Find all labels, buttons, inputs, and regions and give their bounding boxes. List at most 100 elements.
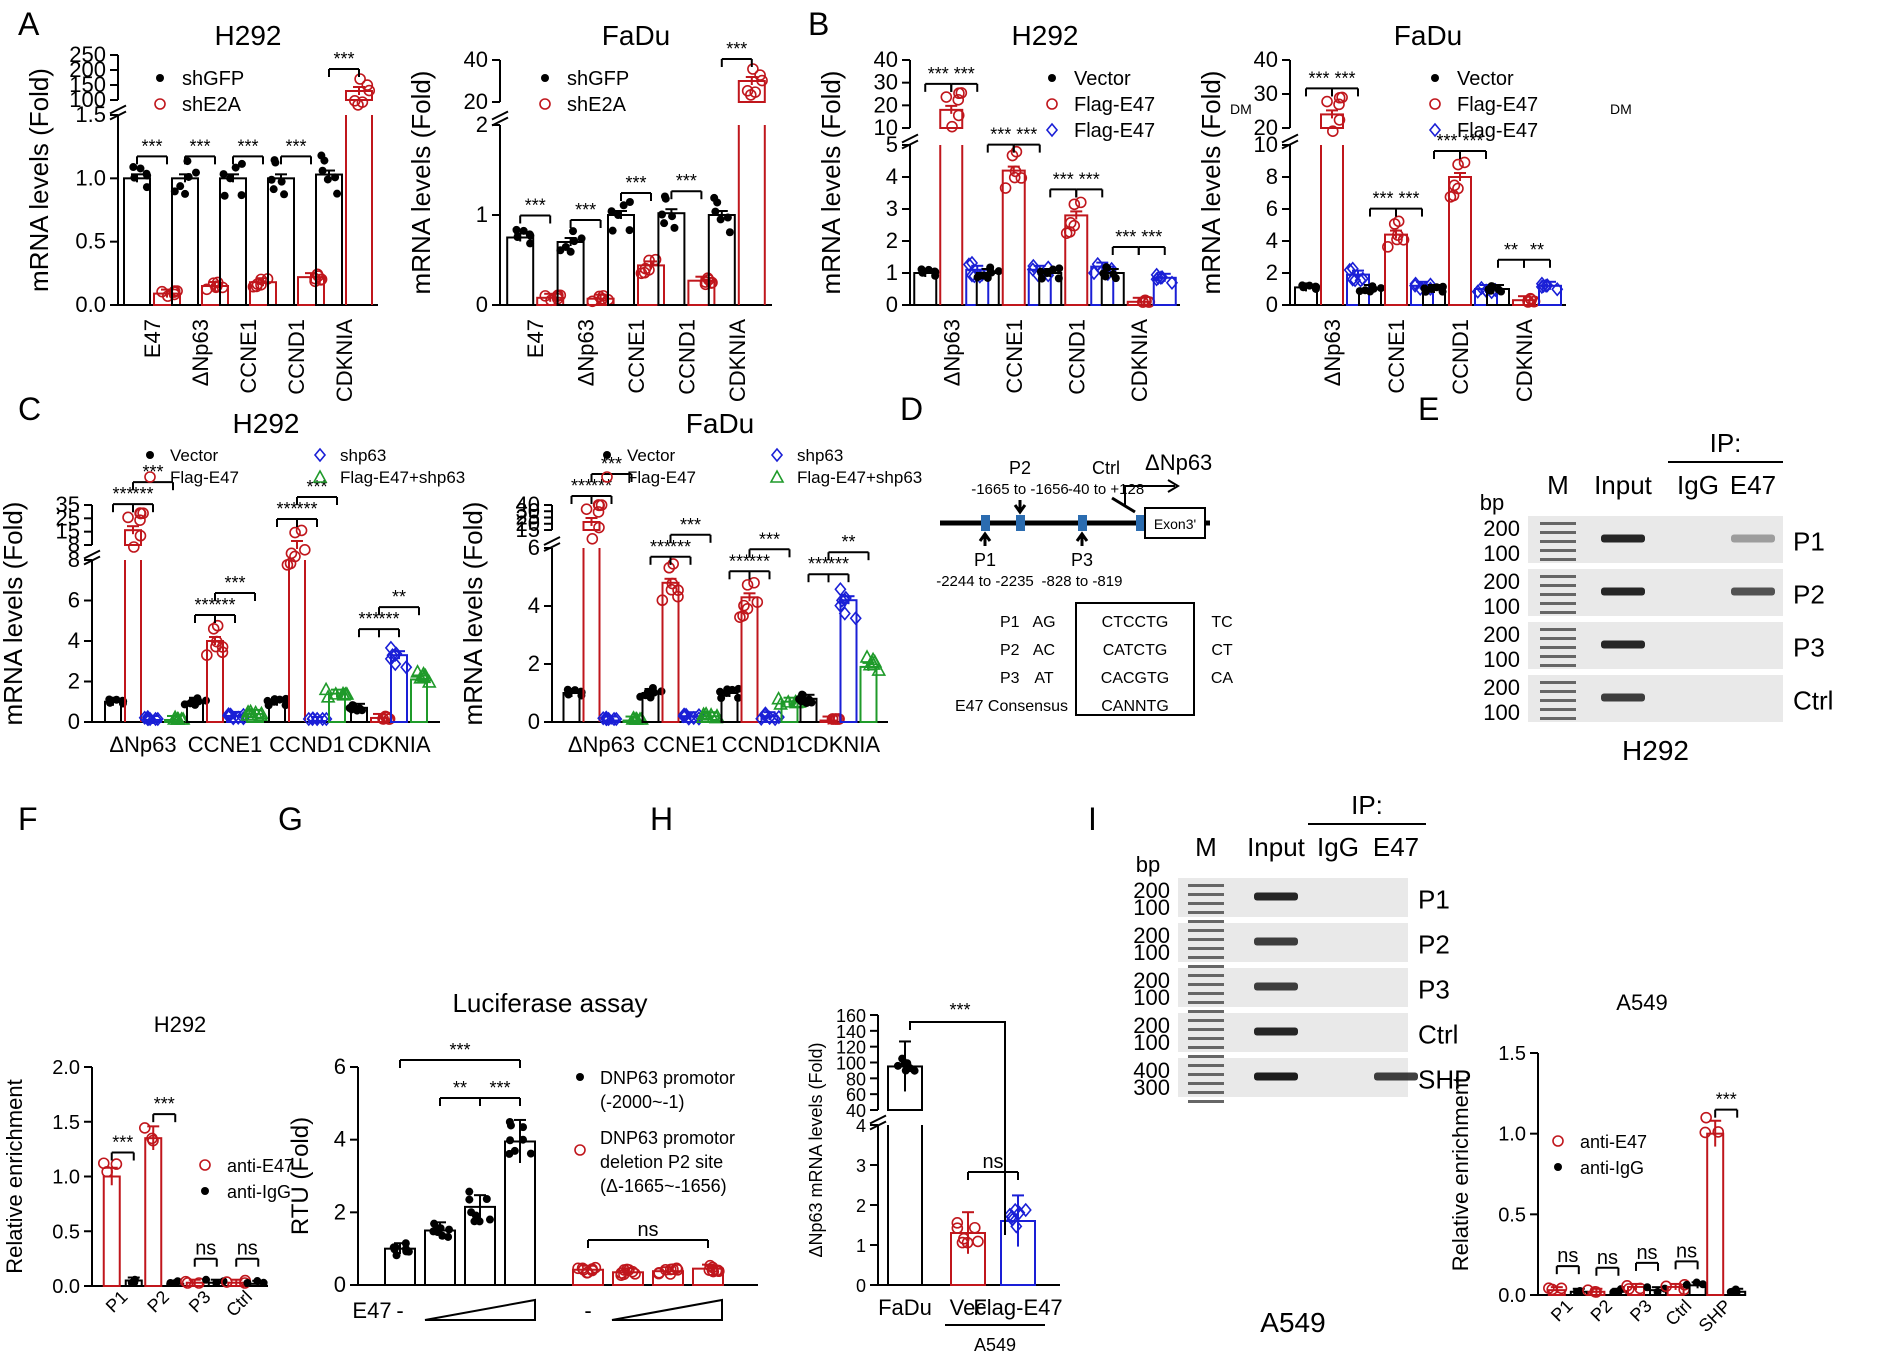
marker-band — [1188, 1064, 1224, 1067]
data-point — [247, 280, 260, 293]
data-point — [716, 687, 725, 696]
lane-label: E47 — [1730, 470, 1776, 500]
significance-label: *** — [575, 200, 596, 220]
data-point — [269, 185, 278, 194]
legend-superscript: DM — [1610, 101, 1632, 117]
data-point — [130, 173, 139, 182]
significance-label: *** — [1716, 1090, 1737, 1110]
panel-label-c: C — [18, 391, 41, 427]
data-point — [1019, 1202, 1032, 1218]
chart-title: H292 — [233, 408, 300, 439]
axis-break — [1281, 133, 1299, 144]
data-point — [643, 687, 652, 696]
data-point — [577, 234, 586, 243]
bar — [1448, 176, 1472, 306]
data-point — [526, 1149, 535, 1158]
data-point — [1027, 258, 1040, 274]
bp-tick: 200 — [1483, 569, 1520, 594]
ip-label: IP: — [1710, 428, 1742, 458]
marker-band — [1188, 1073, 1224, 1076]
y-tick-label: 3 — [856, 1156, 866, 1176]
y-tick-label: 4 — [528, 593, 540, 618]
data-point — [835, 593, 849, 608]
data-point — [660, 192, 669, 201]
marker-band — [1188, 902, 1224, 905]
x-tick-label: CDKNIA — [1127, 319, 1152, 402]
data-point — [1575, 1287, 1584, 1296]
data-point — [179, 1275, 192, 1288]
y-tick-label: 100 — [69, 87, 106, 112]
y-axis-label: ΔNp63 mRNA levels (Fold) — [806, 1042, 826, 1257]
x-tick-label: ΔNp63 — [574, 319, 599, 386]
bp-tick: 200 — [1483, 675, 1520, 700]
marker-band — [1188, 1037, 1224, 1040]
data-point — [717, 694, 726, 703]
data-point — [220, 191, 229, 200]
data-point — [105, 698, 114, 707]
significance-label: ns — [1676, 1240, 1697, 1262]
data-point — [1692, 1278, 1701, 1287]
data-point — [243, 703, 258, 718]
data-point — [1009, 165, 1022, 178]
data-point — [134, 529, 147, 542]
table-flank: AG — [1032, 614, 1055, 631]
data-point — [421, 674, 437, 688]
significance-label: *** — [112, 484, 133, 504]
data-point — [136, 164, 145, 173]
data-point — [1682, 1280, 1691, 1289]
data-point — [281, 701, 290, 710]
marker-band — [1188, 1019, 1224, 1022]
bar — [123, 177, 151, 306]
data-point — [636, 692, 645, 701]
axis-break — [109, 104, 127, 115]
significance-label: *** — [928, 64, 949, 84]
y-tick-label: 25 — [516, 505, 540, 530]
x-tick-label: ΔNp63 — [188, 319, 213, 386]
data-point — [667, 1263, 679, 1276]
x-tick-label: P2 — [1587, 1296, 1617, 1326]
data-point — [216, 646, 229, 659]
data-point — [663, 561, 676, 574]
significance-label: ns — [237, 1238, 258, 1260]
data-point — [122, 511, 134, 524]
data-point — [1037, 274, 1046, 283]
data-point — [769, 711, 782, 727]
bp-tick: 400 — [1133, 1058, 1170, 1083]
x-tick-label: P1 — [1547, 1296, 1577, 1326]
data-point — [592, 506, 605, 518]
legend-marker — [1045, 122, 1059, 138]
marker-band — [1540, 540, 1576, 543]
bp-tick: 100 — [1483, 700, 1520, 725]
data-point — [1150, 272, 1163, 287]
data-point — [1075, 196, 1087, 209]
dna-band — [1254, 982, 1298, 991]
x-axis-label: E47 — [352, 1298, 391, 1323]
bar — [506, 236, 535, 306]
marker-band — [1188, 938, 1224, 941]
data-point — [281, 559, 294, 571]
data-point — [754, 69, 766, 81]
y-tick-label: 1.0 — [1498, 1124, 1526, 1146]
data-point — [665, 583, 678, 596]
x-tick-label: CDKNIA — [332, 319, 357, 402]
significance-label: *** — [1141, 227, 1162, 247]
data-point — [580, 503, 593, 515]
y-tick-label: 0.0 — [75, 292, 106, 317]
data-point — [593, 521, 605, 534]
y-tick-label: 60 — [846, 1085, 866, 1105]
gel-row-label: P3 — [1418, 975, 1450, 1005]
data-point — [1013, 1205, 1026, 1221]
data-point — [569, 227, 578, 236]
data-point — [713, 198, 722, 207]
site-label: P3 — [1071, 550, 1093, 570]
table-flank: AT — [1034, 670, 1053, 687]
data-point — [482, 1195, 491, 1204]
marker-band — [1188, 965, 1224, 968]
data-point — [900, 1058, 909, 1067]
chart-title: Luciferase assay — [452, 988, 647, 1018]
marker-band — [1540, 699, 1576, 702]
data-point — [838, 606, 851, 621]
significance-label: ns — [1557, 1245, 1578, 1267]
data-point — [607, 207, 616, 216]
